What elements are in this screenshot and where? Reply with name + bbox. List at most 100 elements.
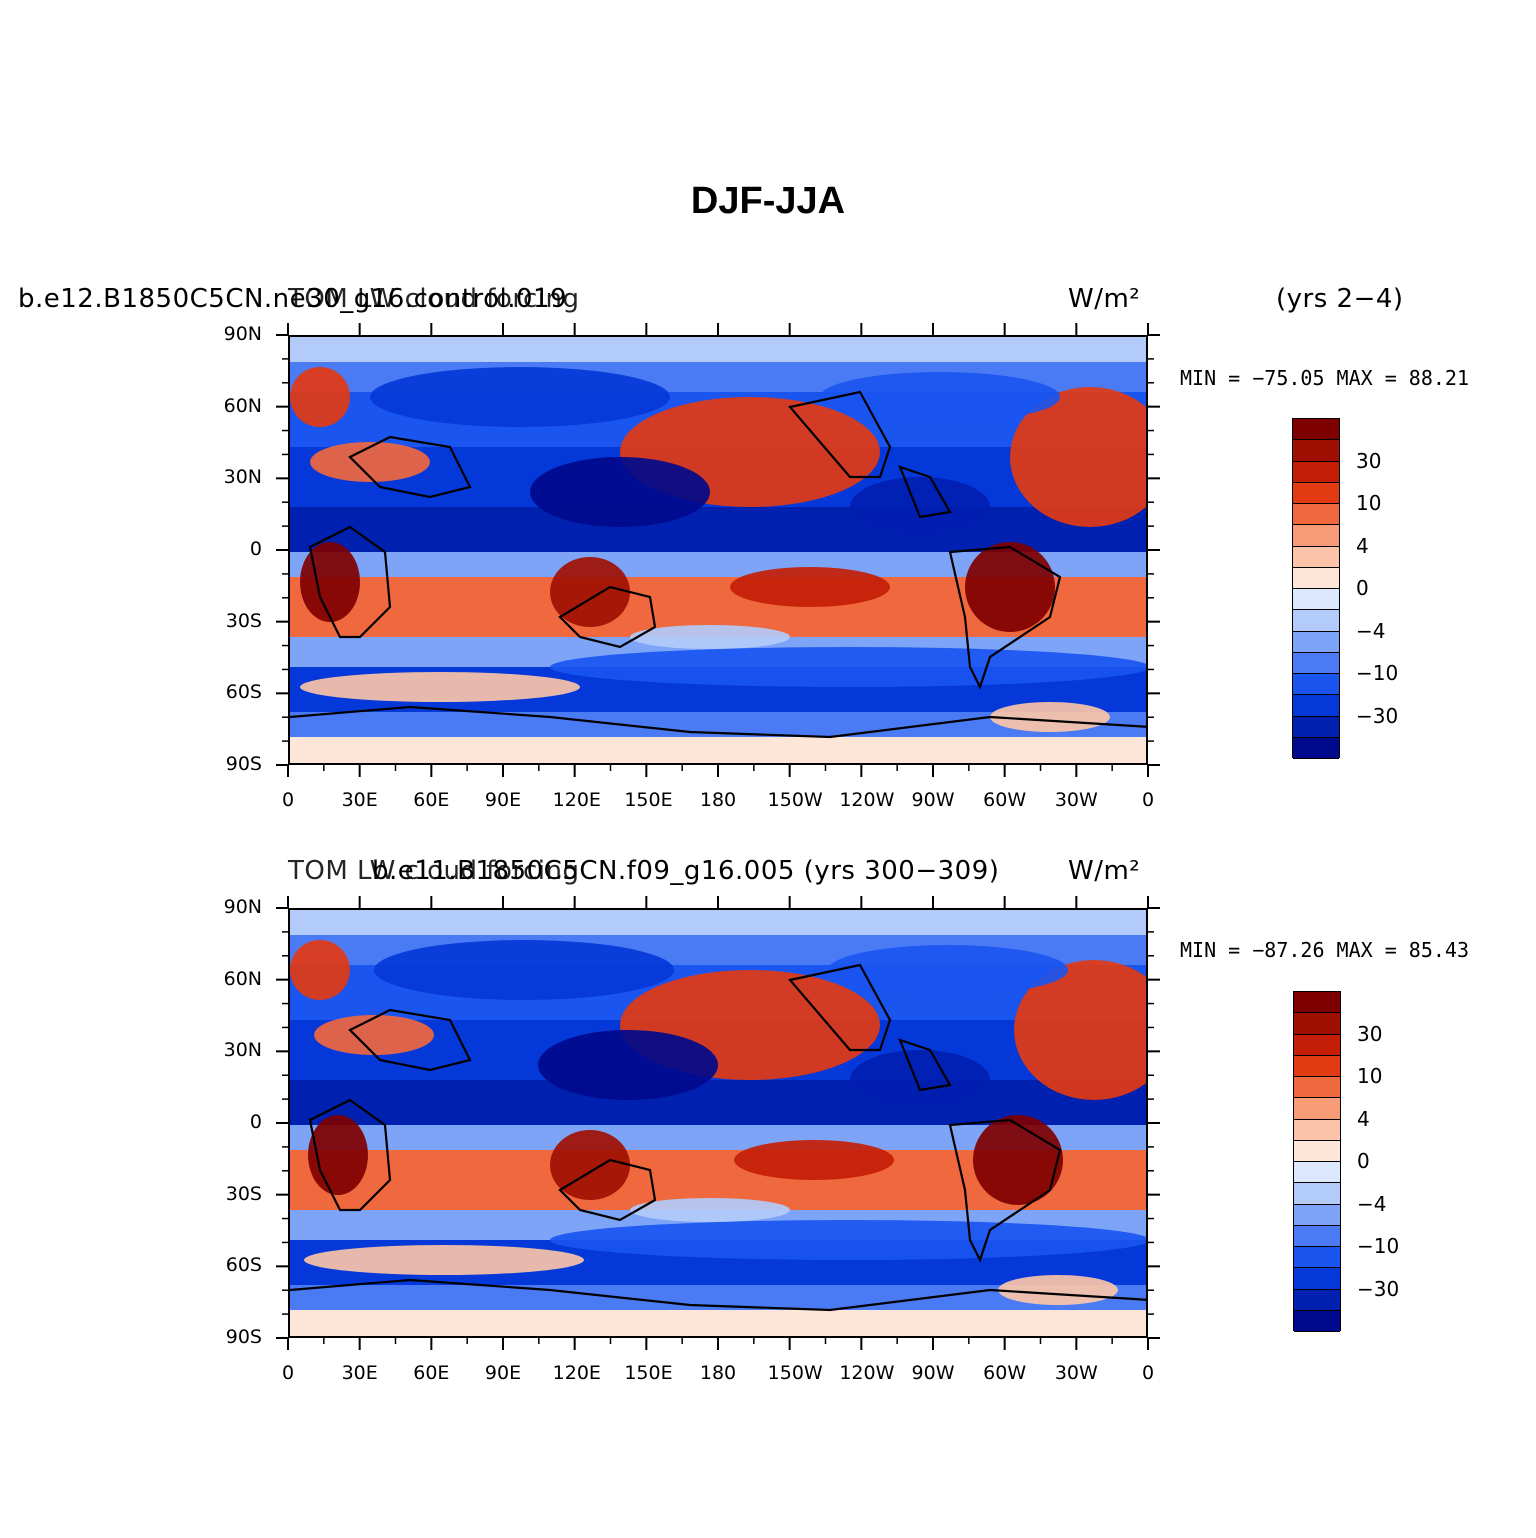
lon-tick-label: 120W [839,1362,895,1384]
colorbar-top [1292,418,1340,759]
map-top [288,335,1148,765]
colorbar-swatch [1294,1077,1340,1099]
lon-tick-label: 30W [1054,1362,1098,1384]
colorbar-label: −10 [1357,1234,1400,1258]
panel-top: b.e12.B1850C5CN.ne30_g16.control.019 TOM… [0,0,1536,811]
colorbar-swatch [1294,1098,1340,1120]
lon-tick-label: 150W [767,789,823,811]
lon-tick-label: 60E [413,1362,450,1384]
colorbar-label: 4 [1357,1106,1370,1131]
lat-tick-label: 30N [223,466,262,489]
colorbar-label: −4 [1356,618,1386,643]
colorbar-swatch [1293,461,1339,483]
colorbar-label: −10 [1356,661,1399,685]
figure-title: DJF-JJA [690,180,846,222]
colorbar-label: −4 [1357,1191,1387,1216]
colorbar-swatch [1293,695,1339,717]
colorbar-swatch [1294,1289,1340,1311]
years-label: (yrs 2−4) [1276,284,1404,314]
lon-tick-label: 90W [911,789,955,811]
lon-tick-label: 60W [983,789,1027,811]
map-bottom [288,908,1148,1338]
lon-tick-label: 0 [281,789,295,811]
lon-tick-label: 0 [1141,1362,1155,1384]
lon-tick-label: 90E [484,1362,522,1384]
colorbar-swatch [1293,652,1339,674]
lat-tick-label: 60N [223,394,262,417]
colorbar-swatch [1294,1119,1340,1141]
colorbar-swatch [1293,610,1339,632]
colorbar-swatch [1293,567,1339,589]
colorbar-label: −30 [1356,703,1399,728]
lon-tick-label: 60E [413,789,450,811]
colorbar-swatch [1293,440,1339,462]
lon-tick-label: 150E [624,1362,673,1384]
case-label: b.e12.B1850C5CN.ne30_g16.control.019 [18,284,568,314]
variable-label: TOM LW cloud forcing [288,284,580,314]
lat-tick-label: 90N [223,896,262,918]
colorbar-label: −30 [1357,1276,1400,1301]
lon-tick-label: 60W [983,1362,1027,1384]
lon-tick-label: 180 [699,1362,737,1384]
lat-tick-label: 90S [225,1326,262,1348]
lon-tick-label: 180 [699,789,737,811]
lon-tick-label: 120W [839,789,895,811]
colorbar-label: 0 [1356,576,1369,600]
colorbar-swatch [1293,631,1339,653]
lat-tick-label: 0 [249,1111,262,1133]
colorbar-swatch [1293,716,1339,738]
lon-tick-label: 90E [484,789,522,811]
lon-tick-label: 30W [1054,789,1098,811]
lat-tick-label: 0 [249,538,262,560]
colorbar-label: 10 [1356,491,1382,515]
lat-tick-label: 90S [225,753,262,775]
colorbar-label: 10 [1357,1064,1383,1088]
colorbar-label: 4 [1356,533,1369,558]
lat-tick-label: 30S [225,609,262,632]
colorbar-swatch [1294,1183,1340,1205]
colorbar-swatch [1294,1162,1340,1184]
case-label: b.e11.B1850C5CN.f09_g16.005 (yrs 300−309… [372,856,1000,886]
colorbar-swatch [1294,992,1340,1014]
colorbar-swatch [1294,1204,1340,1226]
lat-tick-label: 30N [223,1039,262,1062]
colorbar-label: 30 [1357,1021,1383,1046]
colorbar-swatch [1294,1268,1340,1290]
lon-tick-label: 30E [341,1362,378,1384]
lat-tick-label: 90N [223,323,262,345]
colorbar-swatch [1294,1013,1340,1035]
min-max-label: MIN = −87.26 MAX = 85.43 [1180,938,1469,962]
colorbar-swatch [1294,1034,1340,1056]
units-label: W/m² [1068,284,1141,314]
colorbar-swatch [1294,1247,1340,1269]
colorbar-swatch [1293,504,1339,526]
colorbar-swatch [1294,1055,1340,1077]
colorbar-swatch [1294,1310,1340,1332]
colorbar-swatch [1294,1225,1340,1247]
min-max-label: MIN = −75.05 MAX = 88.21 [1180,366,1469,390]
lat-tick-label: 30S [225,1182,262,1205]
lon-tick-label: 90W [911,1362,955,1384]
colorbar-swatch [1293,525,1339,547]
colorbar-swatch [1294,1140,1340,1162]
colorbar-label: 0 [1357,1149,1370,1173]
lon-tick-label: 0 [1141,789,1155,811]
lon-tick-label: 30E [341,789,378,811]
colorbar-swatch [1293,419,1339,441]
variable-label: TOM LW cloud forcing [288,856,580,886]
lat-tick-label: 60S [225,681,262,704]
colorbar-swatch [1293,589,1339,611]
colorbar-swatch [1293,482,1339,504]
colorbar-bottom [1293,991,1341,1332]
colorbar-label: 30 [1356,448,1382,473]
lon-tick-label: 120E [552,789,601,811]
colorbar-swatch [1293,674,1339,696]
lon-tick-label: 150W [767,1362,823,1384]
lat-tick-label: 60N [223,967,262,990]
lat-tick-label: 60S [225,1254,262,1277]
lon-tick-label: 120E [552,1362,601,1384]
panel-bottom: TOM LW cloud forcing b.e11.B1850C5CN.f09… [0,0,1536,1384]
units-label: W/m² [1068,856,1141,886]
lon-tick-label: 150E [624,789,673,811]
lon-tick-label: 0 [281,1362,295,1384]
